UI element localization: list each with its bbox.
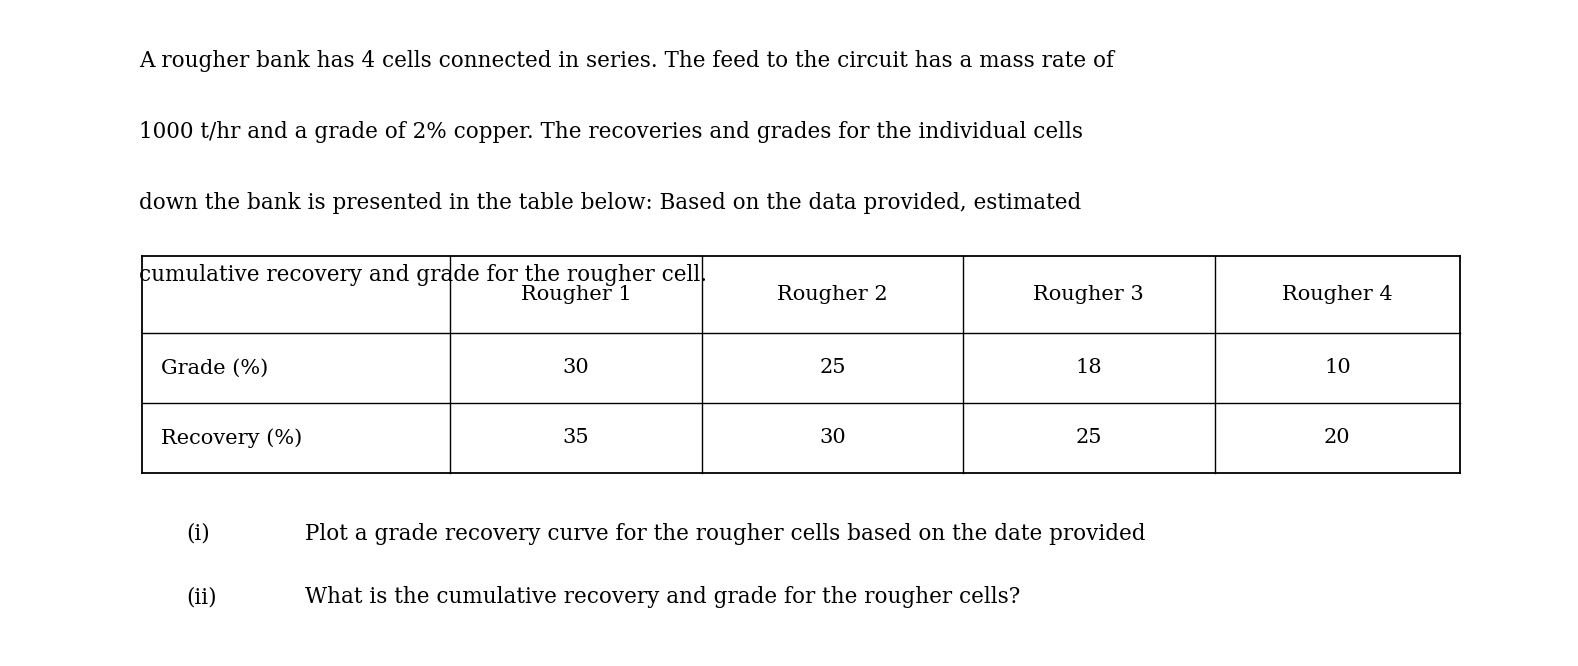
- Text: A rougher bank has 4 cells connected in series. The feed to the circuit has a ma: A rougher bank has 4 cells connected in …: [139, 50, 1114, 72]
- Text: 20: 20: [1324, 428, 1351, 448]
- Text: 25: 25: [1076, 428, 1101, 448]
- Text: 25: 25: [819, 358, 846, 378]
- Text: down the bank is presented in the table below: Based on the data provided, estim: down the bank is presented in the table …: [139, 192, 1081, 214]
- Text: What is the cumulative recovery and grade for the rougher cells?: What is the cumulative recovery and grad…: [305, 586, 1019, 608]
- Text: 10: 10: [1324, 358, 1351, 378]
- Text: 18: 18: [1076, 358, 1101, 378]
- Text: 30: 30: [563, 358, 589, 378]
- Text: Rougher 1: Rougher 1: [521, 285, 631, 304]
- Text: (i): (i): [186, 523, 210, 545]
- Text: cumulative recovery and grade for the rougher cell.: cumulative recovery and grade for the ro…: [139, 264, 707, 286]
- Text: 35: 35: [563, 428, 589, 448]
- Text: (ii): (ii): [186, 586, 216, 608]
- Text: Rougher 4: Rougher 4: [1281, 285, 1393, 304]
- Text: Recovery (%): Recovery (%): [161, 428, 303, 448]
- Text: 1000 t/hr and a grade of 2% copper. The recoveries and grades for the individual: 1000 t/hr and a grade of 2% copper. The …: [139, 121, 1083, 143]
- Text: Rougher 3: Rougher 3: [1034, 285, 1144, 304]
- Text: Grade (%): Grade (%): [161, 358, 268, 378]
- Text: 30: 30: [819, 428, 846, 448]
- Text: Rougher 2: Rougher 2: [776, 285, 888, 304]
- Text: Plot a grade recovery curve for the rougher cells based on the date provided: Plot a grade recovery curve for the roug…: [305, 523, 1146, 545]
